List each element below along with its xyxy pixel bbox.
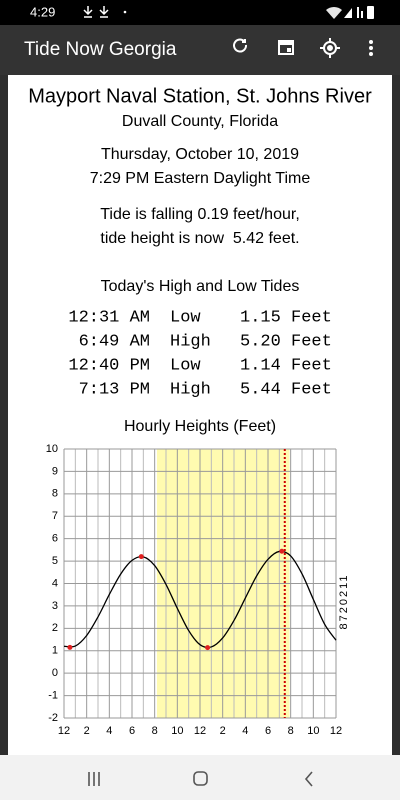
tide-curve <box>63 550 337 649</box>
y-tick-label: 3 <box>52 600 58 612</box>
y-tick-label: 5 <box>52 555 58 567</box>
time: 7:29 PM Eastern Daylight Time <box>90 170 311 187</box>
x-tick-label: 10 <box>171 725 183 737</box>
tide-height: 1.14 Feet <box>240 356 332 375</box>
y-tick-label: 7 <box>52 510 58 522</box>
tide-type: High <box>170 380 211 399</box>
tide-type: High <box>170 332 211 351</box>
y-tick-label: 2 <box>52 622 58 634</box>
tide-height: 1.15 Feet <box>240 308 332 327</box>
x-tick-label: 4 <box>242 725 248 737</box>
x-tick-label: 2 <box>84 725 90 737</box>
tide-height: 5.20 Feet <box>240 332 332 351</box>
back-button[interactable] <box>304 771 313 787</box>
x-tick-label: 8 <box>288 725 294 737</box>
tide-time: 12:31 AM <box>68 308 150 327</box>
station-county: Duvall County, Florida <box>122 113 278 130</box>
status-time: 4:29 <box>30 4 55 19</box>
location-button[interactable] <box>320 38 340 58</box>
y-tick-label: -2 <box>48 712 58 724</box>
tide-time: 12:40 PM <box>68 356 150 375</box>
extreme-marker <box>67 644 73 650</box>
calendar-button[interactable] <box>278 40 294 55</box>
tides-title: Today's High and Low Tides <box>101 278 300 295</box>
status-icons <box>83 6 374 19</box>
content: Mayport Naval Station, St. Johns River D… <box>28 85 372 737</box>
y-tick-label: -1 <box>48 689 58 701</box>
status-bar <box>0 0 400 25</box>
x-tick-label: 12 <box>330 725 342 737</box>
extreme-marker <box>279 548 285 554</box>
y-tick-label: 4 <box>52 577 58 589</box>
x-tick-label: 12 <box>194 725 206 737</box>
menu-button[interactable] <box>369 40 373 56</box>
tide-height: 5.44 Feet <box>240 380 332 399</box>
tide-type: Low <box>170 308 201 327</box>
tide-type: Low <box>170 356 201 375</box>
app-bar <box>0 25 400 75</box>
y-tick-label: 8 <box>52 488 58 500</box>
extreme-marker <box>138 554 144 560</box>
recent-apps-button[interactable] <box>88 772 100 786</box>
y-tick-label: 0 <box>52 667 58 679</box>
x-tick-label: 2 <box>220 725 226 737</box>
chart-title: Hourly Heights (Feet) <box>124 418 276 435</box>
y-tick-label: 9 <box>52 465 58 477</box>
x-tick-label: 10 <box>307 725 319 737</box>
extreme-marker <box>205 645 211 651</box>
y-tick-label: 10 <box>46 443 58 455</box>
x-tick-label: 12 <box>58 725 70 737</box>
tide-height: tide height is now 5.42 feet. <box>100 230 299 247</box>
x-tick-label: 8 <box>152 725 158 737</box>
tide-time: 6:49 AM <box>79 332 150 351</box>
x-tick-label: 4 <box>106 725 112 737</box>
home-button[interactable] <box>193 771 208 786</box>
x-tick-label: 6 <box>265 725 271 737</box>
station-name: Mayport Naval Station, St. Johns River <box>28 85 372 107</box>
y-tick-label: 1 <box>52 645 58 657</box>
station-id: 8720211 <box>338 573 350 629</box>
date: Thursday, October 10, 2019 <box>101 146 299 163</box>
y-tick-label: 6 <box>52 533 58 545</box>
app-title: Tide Now Georgia <box>24 39 177 60</box>
refresh-button[interactable] <box>233 38 247 53</box>
nav-bar <box>0 755 400 800</box>
tide-trend: Tide is falling 0.19 feet/hour, <box>100 206 300 223</box>
x-tick-label: 6 <box>129 725 135 737</box>
tide-time: 7:13 PM <box>79 380 150 399</box>
